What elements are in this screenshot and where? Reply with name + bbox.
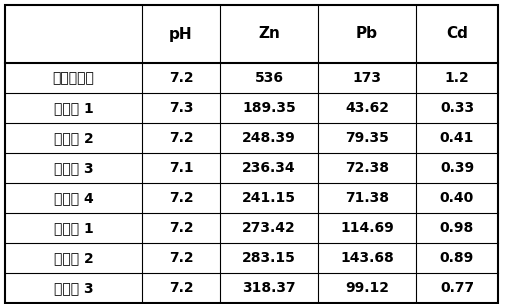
Text: 实施例 2: 实施例 2	[54, 131, 93, 145]
Text: 7.2: 7.2	[169, 191, 193, 205]
Text: 7.2: 7.2	[169, 71, 193, 85]
Text: 71.38: 71.38	[345, 191, 389, 205]
Text: 43.62: 43.62	[345, 101, 389, 115]
Text: 7.1: 7.1	[169, 161, 193, 175]
Text: 7.2: 7.2	[169, 251, 193, 265]
Text: 0.40: 0.40	[440, 191, 474, 205]
Text: 273.42: 273.42	[242, 221, 296, 235]
Text: 72.38: 72.38	[345, 161, 389, 175]
Text: 189.35: 189.35	[242, 101, 296, 115]
Text: 241.15: 241.15	[242, 191, 296, 205]
Text: Pb: Pb	[356, 26, 378, 42]
Text: 236.34: 236.34	[242, 161, 296, 175]
Text: 114.69: 114.69	[340, 221, 394, 235]
Text: 实验区土壤: 实验区土壤	[52, 71, 94, 85]
Text: 1.2: 1.2	[445, 71, 469, 85]
Text: 对比例 2: 对比例 2	[54, 251, 93, 265]
Text: 7.2: 7.2	[169, 131, 193, 145]
Text: 对比例 3: 对比例 3	[54, 281, 93, 295]
Text: 0.39: 0.39	[440, 161, 474, 175]
Text: 7.3: 7.3	[169, 101, 193, 115]
Text: Zn: Zn	[258, 26, 280, 42]
Text: 143.68: 143.68	[340, 251, 394, 265]
Text: 对比例 1: 对比例 1	[54, 221, 93, 235]
Text: 0.77: 0.77	[440, 281, 474, 295]
Text: 0.33: 0.33	[440, 101, 474, 115]
Text: 79.35: 79.35	[345, 131, 389, 145]
Text: 实施例 1: 实施例 1	[54, 101, 93, 115]
Text: 7.2: 7.2	[169, 221, 193, 235]
Text: 7.2: 7.2	[169, 281, 193, 295]
Text: 0.89: 0.89	[440, 251, 474, 265]
Text: 0.41: 0.41	[440, 131, 474, 145]
Text: 实施例 3: 实施例 3	[54, 161, 93, 175]
Text: 99.12: 99.12	[345, 281, 389, 295]
Text: Cd: Cd	[446, 26, 468, 42]
Text: 318.37: 318.37	[242, 281, 296, 295]
Text: 536: 536	[254, 71, 284, 85]
Text: 实施例 4: 实施例 4	[54, 191, 93, 205]
Text: 0.98: 0.98	[440, 221, 474, 235]
Text: 248.39: 248.39	[242, 131, 296, 145]
Text: pH: pH	[169, 26, 193, 42]
Text: 173: 173	[352, 71, 382, 85]
Text: 283.15: 283.15	[242, 251, 296, 265]
